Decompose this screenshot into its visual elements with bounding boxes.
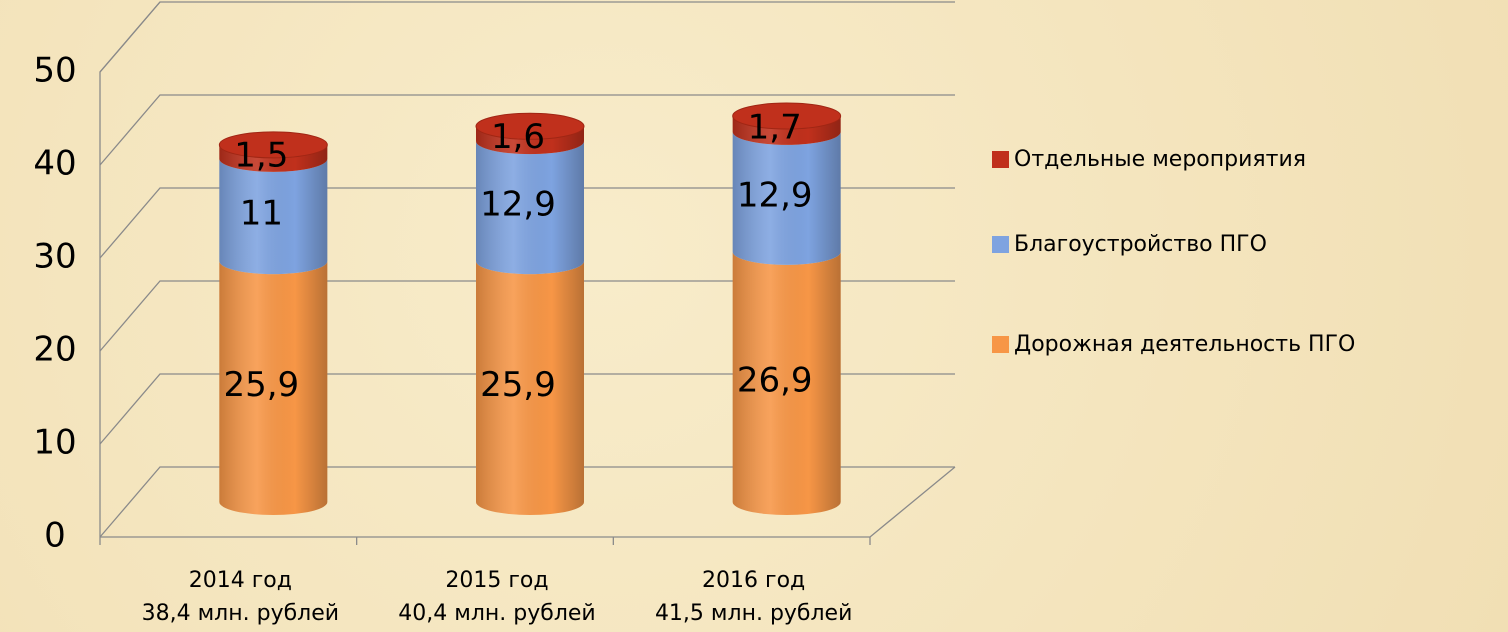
value-label: 12,9: [480, 185, 556, 225]
segment-shade: [219, 261, 328, 515]
segment-shade: [476, 141, 584, 275]
x-tick-sublabel: 38,4 млн. рублей: [142, 601, 339, 626]
segment-shade: [732, 251, 841, 515]
y-tick-label: 20: [33, 330, 76, 370]
x-tick-sublabel: 41,5 млн. рублей: [655, 601, 852, 626]
value-label: 25,9: [480, 365, 556, 405]
value-label: 12,9: [737, 175, 813, 215]
legend-swatch: [992, 151, 1009, 168]
y-tick-label: 30: [33, 237, 76, 277]
value-label: 1,7: [748, 107, 802, 147]
x-tick-label: 2016 год: [702, 568, 805, 593]
x-tick-sublabel: 40,4 млн. рублей: [398, 601, 595, 626]
segment-shade: [732, 131, 841, 265]
cylinder-top: [218, 131, 328, 159]
legend-swatch: [992, 336, 1009, 353]
grid-line: [99, 466, 955, 538]
segment-shade: [476, 261, 584, 515]
segment-shade: [732, 116, 841, 145]
y-tick-label: 10: [33, 423, 76, 463]
y-tick-label: 0: [44, 516, 66, 556]
grid-line: [99, 1, 955, 73]
x-tick-label: 2015 год: [445, 568, 548, 593]
value-label: 26,9: [737, 360, 813, 400]
legend-label: Отдельные мероприятия: [1014, 147, 1306, 172]
y-tick-label: 40: [33, 144, 76, 184]
segment-shade: [219, 158, 328, 275]
value-label: 25,9: [223, 365, 299, 405]
legend-label: Дорожная деятельность ПГО: [1014, 332, 1355, 357]
legend-swatch: [992, 236, 1009, 253]
cylinder-top: [475, 112, 585, 140]
value-label: 1,6: [491, 117, 545, 157]
grid-line: [99, 94, 955, 166]
value-label: 1,5: [234, 135, 288, 175]
cylinder: [218, 131, 328, 515]
cylinder: [732, 102, 842, 515]
segment-shade: [476, 126, 584, 155]
grid-line: [99, 187, 955, 259]
wall-edge: [99, 1, 161, 537]
value-label: 11: [240, 193, 283, 233]
grid-line: [99, 373, 955, 445]
cylinder-top: [732, 102, 842, 130]
y-tick-label: 50: [33, 51, 76, 91]
cylinder: [475, 112, 585, 515]
legend-label: Благоустройство ПГО: [1014, 232, 1267, 257]
grid-line: [99, 280, 955, 352]
x-tick-label: 2014 год: [189, 568, 292, 593]
